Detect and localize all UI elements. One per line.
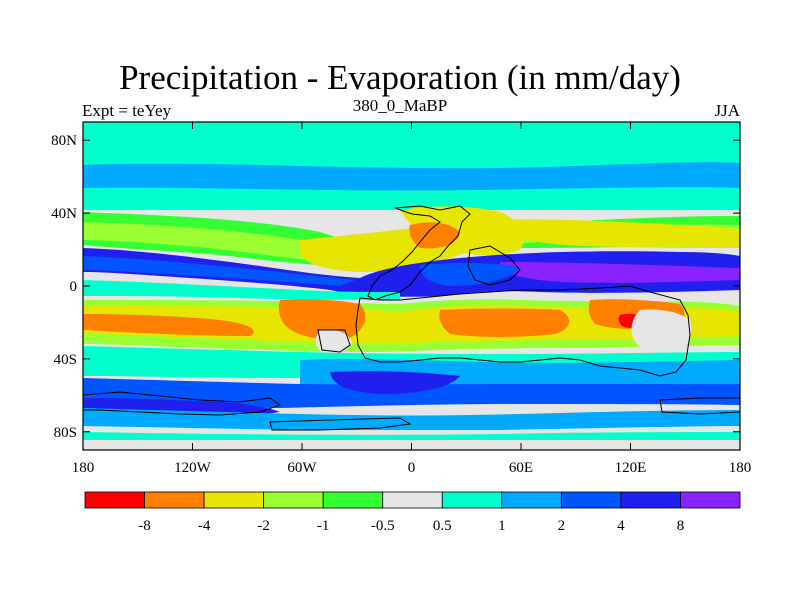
south-orange-west [83, 314, 254, 336]
east-shelf-outline [659, 397, 740, 415]
y-tick-label: 0 [70, 279, 78, 295]
colorbar-swatch [322, 491, 384, 509]
colorbar-swatch [441, 491, 503, 509]
colorbar: -8 -4 -2 -1 -0.5 0.5 1 2 4 8 [84, 491, 741, 534]
south-band-blue [83, 378, 740, 408]
antarctic-cyan [83, 432, 740, 440]
colorbar-label: -0.5 [371, 518, 395, 534]
west-island-outline [317, 329, 351, 353]
colorbar-label: 1 [498, 518, 506, 534]
y-tick-label: 40N [51, 206, 77, 222]
island-outline [467, 245, 521, 286]
colorbar-swatch [84, 491, 145, 509]
northern-continent-outline [367, 205, 471, 301]
colorbar-label: 0.5 [433, 518, 452, 534]
antarctic-outline [269, 417, 412, 431]
colorbar-label: -2 [257, 518, 270, 534]
north-band-cyan [83, 187, 740, 210]
southern-shelf-outline [83, 391, 282, 416]
colorbar-swatch [144, 491, 205, 509]
colorbar-label: -8 [138, 518, 151, 534]
colorbar-swatch [501, 491, 562, 509]
colorbar-swatch [263, 491, 324, 509]
x-axis: 180 120W 60W 0 60E 120E 180 [72, 122, 752, 476]
colorbar-label: 4 [617, 518, 625, 534]
period-label: 380_0_MaBP [352, 96, 448, 115]
east-yellow [500, 219, 740, 248]
y-axis: 80N 40N 0 40S 80S [51, 133, 740, 441]
dry-continent-west [315, 329, 352, 354]
equatorial-band-south-cyan [83, 280, 400, 300]
colorbar-label: 2 [558, 518, 566, 534]
x-tick-label: 60E [509, 460, 533, 476]
gondwana-outline [355, 285, 691, 377]
equatorial-band-west [83, 256, 355, 286]
equatorial-band-purple [500, 262, 740, 283]
colorbar-swatch [620, 491, 681, 509]
experiment-label: Expt = teYey [82, 101, 172, 120]
colorbar-swatch [680, 491, 741, 509]
south-band-dark [330, 371, 460, 394]
y-tick-label: 80N [51, 133, 77, 149]
south-orange-central [278, 299, 366, 340]
y-tick-label: 80S [54, 425, 77, 441]
contour-field [83, 122, 740, 450]
x-tick-label: 0 [408, 460, 416, 476]
antarctic-margin [83, 408, 740, 430]
central-orange [409, 222, 460, 249]
equatorial-band-blue [83, 248, 740, 297]
continent-outlines [83, 205, 740, 431]
colorbar-label: -4 [198, 518, 211, 534]
x-tick-label: 120E [615, 460, 647, 476]
plot-title: Precipitation - Evaporation (in mm/day) [119, 58, 681, 97]
colorbar-swatch [560, 491, 622, 509]
dry-continent-east [631, 309, 692, 356]
colorbar-label: 8 [677, 518, 685, 534]
south-orange-east [439, 308, 570, 337]
x-tick-label: 60W [287, 460, 317, 476]
y-tick-label: 40S [54, 352, 77, 368]
colorbar-swatch [203, 491, 265, 509]
x-tick-label: 180 [72, 460, 95, 476]
colorbar-label: -1 [317, 518, 330, 534]
x-tick-label: 120W [174, 460, 212, 476]
season-label: JJA [714, 101, 740, 120]
central-yellow [400, 206, 524, 256]
equatorial-band-center [420, 263, 520, 286]
colorbar-swatch [382, 491, 443, 509]
x-tick-label: 180 [729, 460, 752, 476]
